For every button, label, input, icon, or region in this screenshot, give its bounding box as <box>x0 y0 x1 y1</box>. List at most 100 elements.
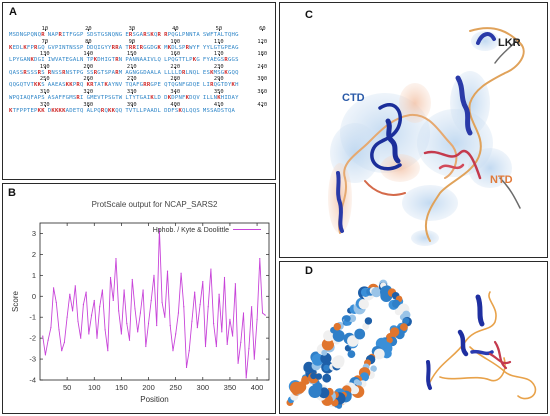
data-point <box>50 327 52 329</box>
data-point <box>237 362 239 364</box>
data-point <box>234 283 236 285</box>
data-point <box>210 268 212 270</box>
surface-atom <box>362 322 370 330</box>
data-point <box>156 324 158 327</box>
x-tick-label: 350 <box>224 383 237 392</box>
data-point <box>196 327 198 329</box>
x-tick-label: 400 <box>251 383 264 392</box>
position-tick: 220 <box>170 61 180 74</box>
data-point <box>240 341 242 343</box>
sequence-block: TPKDHIGTRN <box>86 57 123 64</box>
surface-atom <box>364 317 373 325</box>
surface-atom <box>320 352 332 364</box>
sequence-position-ticks: 70 80 90 100 110 120 <box>9 36 271 45</box>
position-tick: 180 <box>257 48 267 61</box>
surface-atom <box>347 350 356 358</box>
data-point <box>134 308 136 310</box>
position-tick: 380 <box>83 99 93 112</box>
data-point <box>66 316 68 318</box>
sequence-block: NAPRITFGGP <box>47 32 84 38</box>
sequence-block: SWFTALTQHG <box>202 32 239 38</box>
surface-atom <box>347 335 359 347</box>
data-point <box>118 310 120 312</box>
sequence-position-ticks: 310 320 330 340 350 360 <box>9 86 271 95</box>
data-point <box>180 272 182 274</box>
x-tick-label: 200 <box>142 383 155 392</box>
surface-atom <box>400 323 408 331</box>
sequence-block: TRRIRGGDGK <box>125 44 162 51</box>
panel-c-label: C <box>305 9 313 21</box>
position-tick: 190 <box>40 61 50 74</box>
data-point <box>245 377 247 379</box>
sequence-block: LIRQGTDYKH <box>202 82 239 89</box>
data-point <box>150 299 152 302</box>
hydrophobicity-chart: ProtScale output for NCAP_SARS2 -4 -3 -2 -1 0… <box>11 200 270 404</box>
position-tick: 300 <box>257 73 267 86</box>
position-tick: 30 <box>129 23 136 36</box>
plot-frame <box>39 222 270 381</box>
x-tick-label: 250 <box>169 383 182 392</box>
surface-atom <box>359 372 370 382</box>
data-point <box>137 331 139 333</box>
label-lkr: LKR <box>498 37 521 49</box>
x-tick-label: 100 <box>88 383 101 392</box>
sequence-block: KEDLKFPRGQ <box>9 44 45 51</box>
surface-atom <box>402 317 410 325</box>
data-point <box>69 293 71 295</box>
panel-a-label: A <box>9 6 17 18</box>
sequence-block: WPQIAQFAPS <box>9 94 45 101</box>
data-point <box>218 293 220 295</box>
sequence-block: QQGQTVTKKS <box>9 82 45 89</box>
data-point <box>42 335 44 337</box>
data-point <box>112 299 114 302</box>
data-point <box>142 289 144 291</box>
data-point <box>229 318 231 320</box>
panel-b-label: B <box>8 187 16 199</box>
data-point <box>256 318 258 320</box>
data-point <box>188 350 190 352</box>
data-point <box>139 312 141 314</box>
y-tick-label: 3 <box>32 229 36 238</box>
data-point <box>85 291 87 293</box>
sequence-block: DKDPNFKDQV <box>164 94 200 101</box>
surface-atom <box>332 329 345 342</box>
data-point <box>221 331 223 333</box>
sequence-block: RNSSRNSTPG <box>47 69 84 76</box>
surface-atom <box>392 299 401 308</box>
position-tick: 420 <box>257 99 267 112</box>
position-tick: 340 <box>170 86 180 99</box>
surface-atom <box>295 384 305 394</box>
surface-atom <box>373 348 385 360</box>
data-point <box>158 228 160 230</box>
backbone-ribbon <box>336 27 525 242</box>
surface-atom <box>371 287 382 298</box>
data-point <box>172 350 174 352</box>
data-point <box>63 341 66 343</box>
data-point <box>71 310 74 312</box>
data-point <box>101 289 104 291</box>
sequence-position-ticks: 190 200 210 220 230 240 <box>9 61 271 70</box>
data-point <box>115 257 117 260</box>
data-point <box>264 314 266 316</box>
surface-atom <box>321 349 328 356</box>
position-tick: 10 <box>42 23 49 36</box>
sequence-block: MSSADSTQA <box>202 107 236 114</box>
sequence-block: ALPQRQKKQQ <box>86 107 123 114</box>
y-tick-label: 0 <box>32 292 36 301</box>
label-ntd: NTD <box>490 174 513 186</box>
data-point <box>164 316 166 318</box>
position-tick: 20 <box>85 23 92 36</box>
data-point <box>183 306 185 308</box>
sequence-block: IWVATEGALN <box>47 57 84 64</box>
y-tick-label: 1 <box>32 271 36 280</box>
sequence-row: 370 380 390 400 410 420 KTFPPTEPKK DKKKKADETQ AL… <box>9 102 271 118</box>
data-point <box>153 274 155 276</box>
sequence-block: ERSGARSKQR <box>125 32 162 38</box>
sequence-row: 10 20 30 40 50 60 MSDNGPQNQR NAPRITFGGP SDSTGSNQ… <box>9 26 271 42</box>
position-tick: 90 <box>129 36 136 49</box>
data-point <box>109 276 112 279</box>
y-tick-label: -3 <box>29 355 36 364</box>
sequence-block: AGNGGDAALA <box>125 69 162 76</box>
sequence-block: PANNAAIVLQ <box>125 57 162 64</box>
sequence-block: RPQGLPNNTA <box>164 32 200 38</box>
